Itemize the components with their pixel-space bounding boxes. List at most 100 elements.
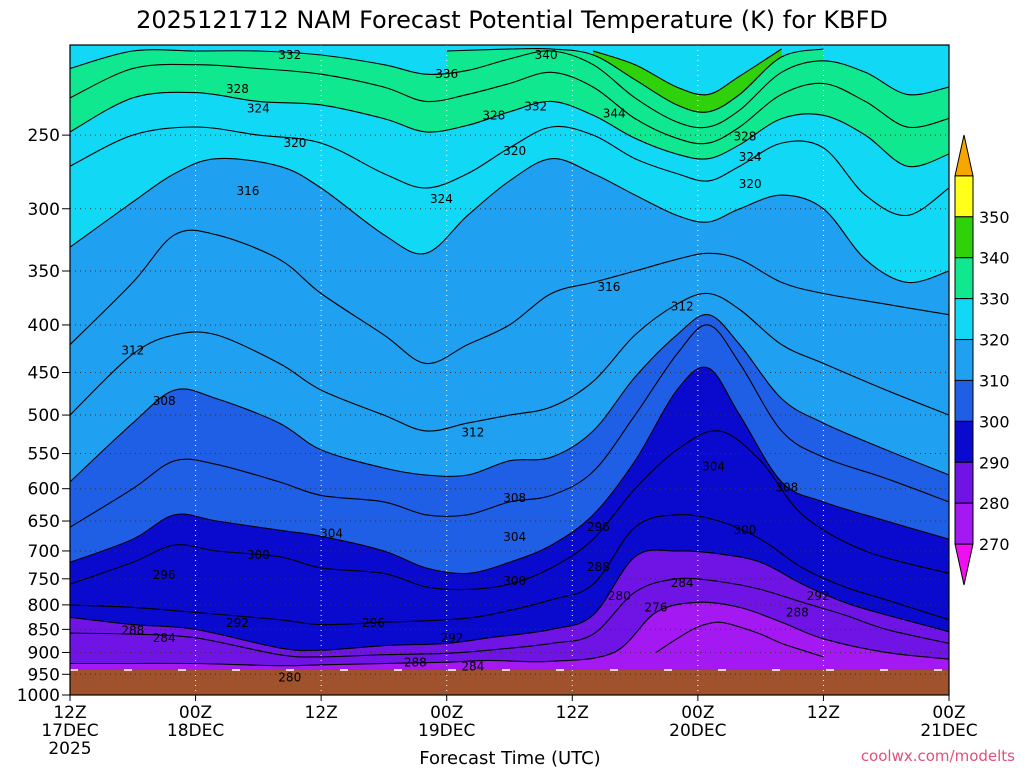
contour-label: 284 bbox=[461, 660, 484, 674]
isentrope-312 bbox=[70, 292, 949, 432]
legend-swatch bbox=[954, 502, 974, 545]
plot-frame bbox=[69, 44, 950, 696]
contour-label: 276 bbox=[645, 600, 668, 614]
contour-label: 292 bbox=[440, 631, 463, 645]
x-tick-label: 12Z bbox=[305, 703, 338, 723]
contour-label: 304 bbox=[702, 460, 725, 474]
isentrope-280 bbox=[70, 601, 949, 667]
contour-label: 312 bbox=[461, 425, 484, 439]
contour-label: 300 bbox=[503, 574, 526, 588]
legend-swatch bbox=[954, 379, 974, 422]
isentrope-328 bbox=[70, 91, 949, 168]
x-tick-label: 20DEC bbox=[669, 721, 726, 741]
x-tick-label: 12Z bbox=[556, 703, 589, 723]
contour-label: 336 bbox=[435, 67, 458, 81]
x-tick-label: 18DEC bbox=[167, 721, 224, 741]
contour-label: 312 bbox=[121, 343, 144, 357]
x-tick-label: 19DEC bbox=[418, 721, 475, 741]
isentrope-324 bbox=[70, 125, 949, 216]
y-axis: 250 300 350 400 450 500 550 600 650 700 750 800 850 9… bbox=[17, 126, 70, 706]
isentrope-332 bbox=[70, 63, 949, 145]
y-tick-label: 650 bbox=[28, 512, 60, 532]
legend-swatch bbox=[954, 543, 974, 586]
contour-labels: 332 340 336 328 324 328 332 344 320 320 328 324 320 3… bbox=[121, 48, 829, 685]
isentrope-288 bbox=[70, 549, 949, 652]
contour-label: 280 bbox=[608, 589, 631, 603]
chart-title: 2025121712 NAM Forecast Potential Temper… bbox=[136, 6, 888, 34]
contour-label: 300 bbox=[733, 523, 756, 537]
legend-label: 330 bbox=[979, 290, 1010, 309]
contour-label: 292 bbox=[807, 589, 830, 603]
contour-label: 324 bbox=[430, 192, 453, 206]
legend-label: 270 bbox=[979, 535, 1010, 554]
y-tick-label: 400 bbox=[28, 316, 60, 336]
isentrope-336 bbox=[70, 49, 949, 129]
x-axis-label: Forecast Time (UTC) bbox=[419, 748, 600, 768]
contour-label: 296 bbox=[587, 520, 610, 534]
isentrope-304 bbox=[70, 324, 949, 528]
x-tick-label: 00Z bbox=[932, 703, 965, 723]
y-tick-label: 700 bbox=[28, 542, 60, 562]
y-tick-label: 350 bbox=[28, 262, 60, 282]
y-tick-label: 250 bbox=[28, 126, 60, 146]
contour-label: 316 bbox=[236, 184, 259, 198]
isentrope-316 bbox=[70, 229, 949, 364]
y-tick-label: 450 bbox=[28, 364, 60, 384]
isentrope-340 bbox=[446, 47, 824, 113]
contour-label: 284 bbox=[671, 576, 694, 590]
contour-label: 328 bbox=[733, 130, 756, 144]
contour-label: 324 bbox=[739, 150, 762, 164]
contour-label: 316 bbox=[597, 280, 620, 294]
isentrope-300 bbox=[70, 366, 949, 575]
contour-label: 308 bbox=[153, 394, 176, 408]
y-tick-label: 800 bbox=[28, 596, 60, 616]
contour-label: 284 bbox=[153, 631, 176, 645]
credit-text: coolwx.com/modelts bbox=[861, 747, 1015, 765]
x-tick-label: 12Z bbox=[53, 703, 86, 723]
contour-label: 328 bbox=[482, 108, 505, 122]
isentrope-lines bbox=[70, 47, 949, 667]
y-tick-label: 300 bbox=[28, 200, 60, 220]
isentrope-308 bbox=[70, 314, 949, 483]
contour-label: 320 bbox=[284, 136, 307, 150]
contour-label: 288 bbox=[786, 605, 809, 619]
contour-label: 332 bbox=[524, 100, 547, 114]
legend-swatch bbox=[954, 420, 974, 463]
isentrope-284 bbox=[70, 577, 949, 658]
legend-label: 340 bbox=[979, 249, 1010, 268]
legend-label: 300 bbox=[979, 412, 1010, 431]
x-tick-label: 2025 bbox=[48, 739, 91, 759]
contour-label: 340 bbox=[535, 48, 558, 62]
contour-label: 304 bbox=[503, 530, 526, 544]
ground-layer bbox=[70, 669, 949, 695]
contour-label: 344 bbox=[603, 107, 626, 121]
contour-label: 288 bbox=[121, 623, 144, 637]
legend-swatch bbox=[954, 339, 974, 381]
contour-label: 288 bbox=[587, 560, 610, 574]
legend-swatch bbox=[954, 175, 974, 218]
y-tick-label: 750 bbox=[28, 570, 60, 590]
contour-label: 296 bbox=[362, 616, 385, 630]
contour-label: 292 bbox=[226, 616, 249, 630]
ground-fill bbox=[70, 670, 949, 695]
legend-label: 320 bbox=[979, 331, 1010, 350]
legend-swatch bbox=[954, 216, 974, 259]
legend-label: 350 bbox=[979, 208, 1010, 227]
color-bands bbox=[70, 48, 949, 695]
contour-label: 320 bbox=[503, 144, 526, 158]
isentrope-292 bbox=[70, 514, 949, 626]
legend-swatch bbox=[954, 134, 974, 177]
legend-label: 290 bbox=[979, 453, 1010, 472]
isentrope-296 bbox=[70, 430, 949, 591]
x-tick-label: 17DEC bbox=[41, 721, 98, 741]
contour-label: 308 bbox=[503, 491, 526, 505]
contour-label: 288 bbox=[404, 656, 427, 670]
x-tick-label: 00Z bbox=[179, 703, 212, 723]
y-tick-label: 850 bbox=[28, 620, 60, 640]
x-tick-label: 12Z bbox=[807, 703, 840, 723]
contour-label: 280 bbox=[278, 671, 301, 685]
isentrope-276 bbox=[655, 621, 824, 658]
x-tick-label: 21DEC bbox=[920, 721, 977, 741]
